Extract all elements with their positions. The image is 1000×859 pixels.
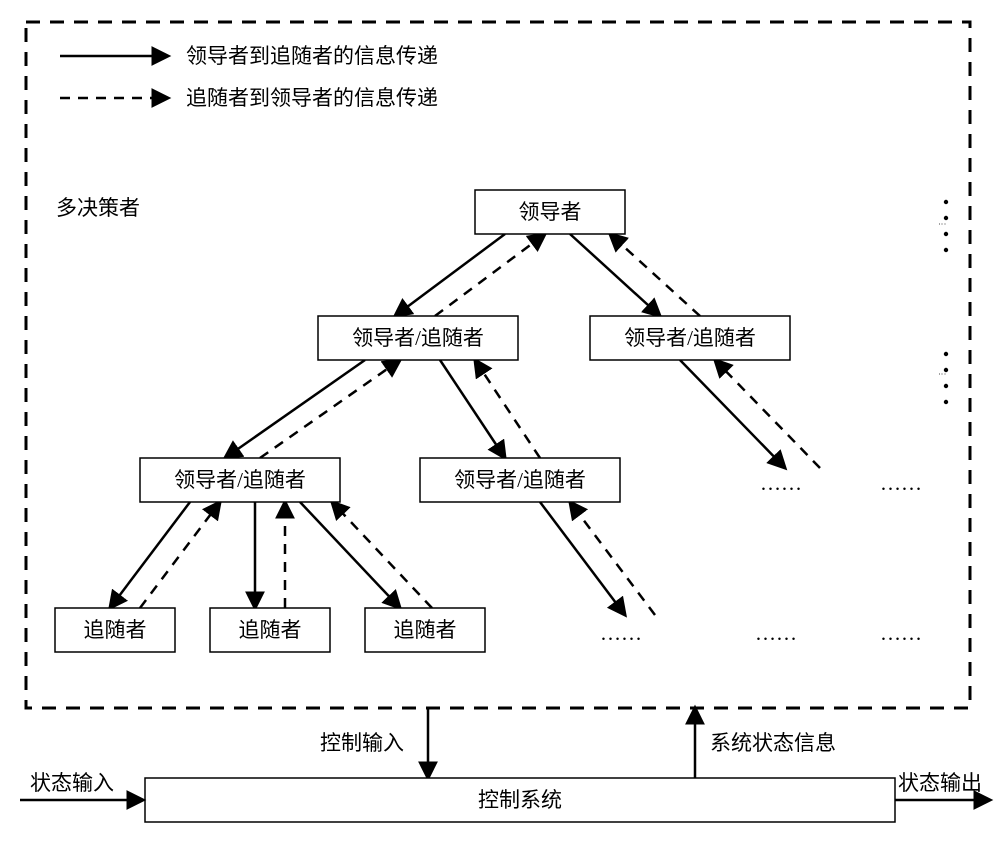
node-leader-follower-l3-right: 领导者/追随者 xyxy=(420,458,620,502)
svg-text:领导者/追随者: 领导者/追随者 xyxy=(174,468,306,492)
svg-text:追随者: 追随者 xyxy=(239,618,302,642)
hdots-5: …… xyxy=(880,621,922,645)
hdots-3: …… xyxy=(600,621,642,645)
label-system-state: 系统状态信息 xyxy=(710,731,836,755)
node-control-system: 控制系统 xyxy=(145,778,895,822)
edge-mright-down-solid xyxy=(680,360,785,468)
edge-mleft-l3left-dashed xyxy=(260,360,400,458)
edge-mleft-l3left-solid xyxy=(225,360,365,458)
legend-dashed-label: 追随者到领导者的信息传递 xyxy=(186,86,438,110)
edge-l3right-down-solid xyxy=(540,502,625,615)
multi-decider-frame xyxy=(26,22,970,708)
svg-text:领导者/追随者: 领导者/追随者 xyxy=(454,468,586,492)
edge-mleft-l3right-solid xyxy=(440,360,505,458)
label-control-input: 控制输入 xyxy=(320,731,404,755)
svg-text:追随者: 追随者 xyxy=(394,618,457,642)
hdots-4: …… xyxy=(755,621,797,645)
edge-top-mright-dashed xyxy=(610,234,700,316)
node-follower-3: 追随者 xyxy=(365,608,485,652)
legend-solid-label: 领导者到追随者的信息传递 xyxy=(186,44,438,68)
label-state-input: 状态输入 xyxy=(30,771,114,795)
edge-l3left-f1-dashed xyxy=(140,502,220,608)
edge-mright-down-dashed xyxy=(715,360,820,468)
edge-mleft-l3right-dashed xyxy=(475,360,540,458)
svg-text:领导者/追随者: 领导者/追随者 xyxy=(624,326,756,350)
edge-top-mright-solid xyxy=(570,234,660,316)
vdots-1: ⋮ xyxy=(938,220,947,228)
node-leader-follower-l3-left: 领导者/追随者 xyxy=(140,458,340,502)
hdots-1: …… xyxy=(760,471,802,495)
svg-text:追随者: 追随者 xyxy=(84,618,147,642)
node-follower-1: 追随者 xyxy=(55,608,175,652)
node-leader-follower-mid-right: 领导者/追随者 xyxy=(590,316,790,360)
label-state-output: 状态输出 xyxy=(898,771,982,795)
svg-text:领导者: 领导者 xyxy=(519,200,582,224)
edge-l3left-f1-solid xyxy=(110,502,190,608)
svg-text:领导者/追随者: 领导者/追随者 xyxy=(352,326,484,350)
hdots-2: …… xyxy=(880,471,922,495)
svg-text:控制系统: 控制系统 xyxy=(478,788,562,812)
node-follower-2: 追随者 xyxy=(210,608,330,652)
edge-l3left-f3-solid xyxy=(300,502,400,608)
node-leader-follower-mid-left: 领导者/追随者 xyxy=(318,316,518,360)
edge-l3left-f3-dashed xyxy=(332,502,432,608)
section-label: 多决策者 xyxy=(56,196,140,220)
node-leader-top: 领导者 xyxy=(475,190,625,234)
